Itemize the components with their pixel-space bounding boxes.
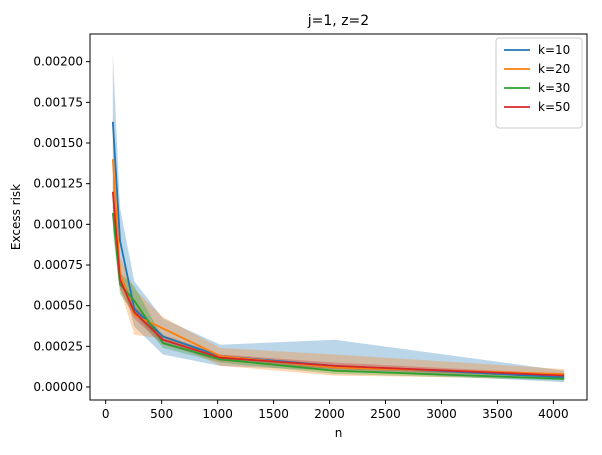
legend-label: k=20	[538, 62, 570, 76]
x-tick-label: 0	[102, 407, 110, 421]
y-tick-label: 0.00025	[33, 339, 83, 353]
legend-label: k=10	[538, 43, 570, 57]
y-tick-label: 0.00050	[33, 299, 83, 313]
x-tick-label: 500	[150, 407, 173, 421]
y-tick-label: 0.00100	[33, 217, 83, 231]
x-axis-ticks: 0 500 1000 1500 2000 2500 3000 3500 4000	[102, 400, 569, 421]
x-tick-label: 3000	[426, 407, 457, 421]
x-tick-label: 2000	[314, 407, 345, 421]
x-tick-label: 4000	[538, 407, 569, 421]
y-tick-label: 0.00175	[33, 95, 83, 109]
legend-label: k=50	[538, 100, 570, 114]
line-series-4	[111, 191, 565, 377]
y-tick-label: 0.00125	[33, 177, 83, 191]
x-tick-label: 1500	[258, 407, 289, 421]
series-lines	[111, 121, 565, 380]
x-tick-label: 3500	[482, 407, 513, 421]
y-tick-label: 0.00075	[33, 258, 83, 272]
band-series-2	[112, 113, 565, 379]
x-tick-label: 1000	[202, 407, 233, 421]
legend: k=10 k=20 k=30 k=50	[495, 37, 583, 129]
y-tick-label: 0.00000	[33, 380, 83, 394]
y-tick-label: 0.00200	[33, 55, 83, 69]
band-series-1	[112, 53, 565, 383]
legend-label: k=30	[538, 81, 570, 95]
y-axis-ticks: 0.00000 0.00025 0.00050 0.00075 0.00100 0.001…	[33, 55, 90, 394]
confidence-bands	[112, 53, 565, 383]
y-tick-label: 0.00150	[33, 136, 83, 150]
line-series-3	[111, 212, 565, 380]
x-axis-label: n	[335, 426, 343, 440]
x-tick-label: 2500	[370, 407, 401, 421]
plot-frame	[89, 33, 588, 401]
legend-box	[495, 37, 583, 129]
y-axis-label: Excess risk	[9, 184, 23, 250]
chart-title: j=1, z=2	[307, 13, 369, 29]
